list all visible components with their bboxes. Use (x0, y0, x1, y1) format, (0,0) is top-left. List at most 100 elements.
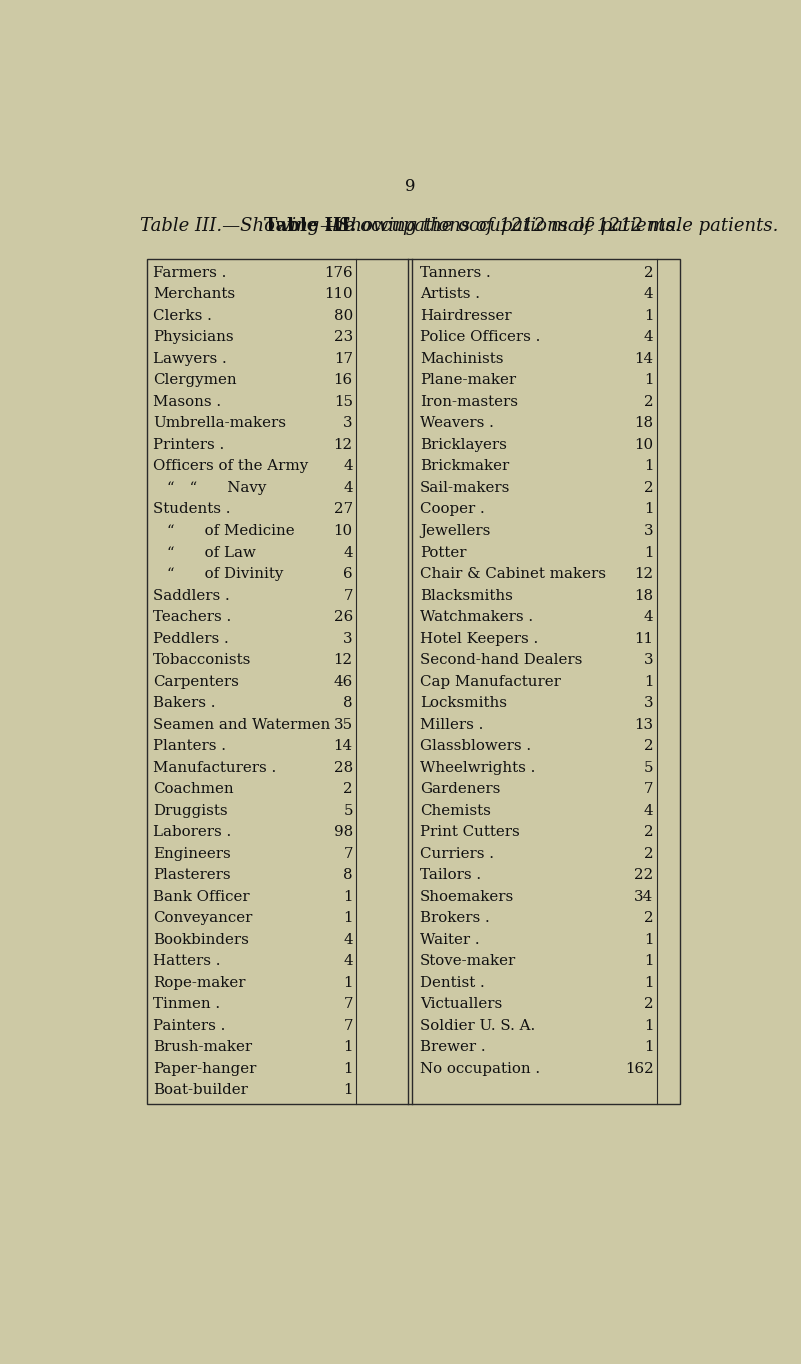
Text: Tinmen .: Tinmen . (153, 997, 220, 1011)
Text: Chair & Cabinet makers: Chair & Cabinet makers (421, 567, 606, 581)
Text: 22: 22 (634, 868, 654, 883)
Text: 1: 1 (644, 975, 654, 989)
Text: 34: 34 (634, 889, 654, 903)
Text: Peddlers .: Peddlers . (153, 632, 228, 645)
Text: Watchmakers .: Watchmakers . (421, 610, 533, 623)
Text: 27: 27 (334, 502, 352, 517)
Text: 1: 1 (344, 975, 352, 989)
Text: 2: 2 (343, 782, 352, 797)
Text: Officers of the Army: Officers of the Army (153, 460, 308, 473)
Text: 4: 4 (343, 933, 352, 947)
Text: Print Cutters: Print Cutters (421, 825, 520, 839)
Text: Printers .: Printers . (153, 438, 224, 451)
Text: 35: 35 (334, 717, 352, 731)
Text: Hotel Keepers .: Hotel Keepers . (421, 632, 538, 645)
Text: Brush-maker: Brush-maker (153, 1039, 252, 1054)
Text: Table III.—Showing the occupations of 1212 male patients.: Table III.—Showing the occupations of 12… (140, 217, 680, 235)
Text: 9: 9 (405, 179, 416, 195)
Text: 1: 1 (644, 374, 654, 387)
Text: 3: 3 (343, 632, 352, 645)
Text: Paper-hanger: Paper-hanger (153, 1061, 256, 1076)
Text: Physicians: Physicians (153, 330, 233, 345)
Text: 14: 14 (634, 352, 654, 366)
Text: Clergymen: Clergymen (153, 374, 236, 387)
Text: 12: 12 (634, 567, 654, 581)
Text: 13: 13 (634, 717, 654, 731)
Text: 6: 6 (343, 567, 352, 581)
Text: Stove-maker: Stove-maker (421, 953, 517, 968)
Text: 2: 2 (644, 911, 654, 925)
Text: Boat-builder: Boat-builder (153, 1083, 248, 1097)
Text: Gardeners: Gardeners (421, 782, 501, 797)
Text: 7: 7 (344, 1019, 352, 1033)
Text: Rope-maker: Rope-maker (153, 975, 245, 989)
Text: “  of Divinity: “ of Divinity (167, 567, 283, 581)
Text: 28: 28 (333, 761, 352, 775)
Text: 1: 1 (344, 911, 352, 925)
Text: 1: 1 (644, 933, 654, 947)
Text: Manufacturers .: Manufacturers . (153, 761, 276, 775)
Text: Cap Manufacturer: Cap Manufacturer (421, 675, 561, 689)
Text: Umbrella-makers: Umbrella-makers (153, 416, 286, 431)
Text: Masons .: Masons . (153, 396, 221, 409)
Text: Blacksmiths: Blacksmiths (421, 588, 513, 603)
Text: 7: 7 (344, 588, 352, 603)
Text: 1: 1 (644, 675, 654, 689)
Text: 5: 5 (644, 761, 654, 775)
Text: Potter: Potter (421, 546, 467, 559)
Text: Students .: Students . (153, 502, 231, 517)
Text: 1: 1 (644, 502, 654, 517)
Text: 2: 2 (644, 396, 654, 409)
Text: 1: 1 (644, 460, 654, 473)
Text: Coachmen: Coachmen (153, 782, 233, 797)
Text: 14: 14 (334, 739, 352, 753)
Text: 4: 4 (644, 330, 654, 345)
Text: 98: 98 (333, 825, 352, 839)
Text: 17: 17 (334, 352, 352, 366)
Text: “ “  Navy: “ “ Navy (167, 481, 266, 495)
Text: Hatters .: Hatters . (153, 953, 220, 968)
Text: 2: 2 (644, 481, 654, 495)
Bar (147, 259, 680, 1103)
Text: Millers .: Millers . (421, 717, 484, 731)
Text: Hairdresser: Hairdresser (421, 310, 512, 323)
Text: Engineers: Engineers (153, 847, 231, 861)
Text: Victuallers: Victuallers (421, 997, 502, 1011)
Text: 4: 4 (644, 803, 654, 817)
Text: 3: 3 (644, 653, 654, 667)
Text: Chemists: Chemists (421, 803, 491, 817)
Text: 1: 1 (344, 1083, 352, 1097)
Text: Police Officers .: Police Officers . (421, 330, 541, 345)
Text: 26: 26 (333, 610, 352, 623)
Text: 7: 7 (344, 997, 352, 1011)
Text: 4: 4 (343, 481, 352, 495)
Text: Dentist .: Dentist . (421, 975, 485, 989)
Text: 2: 2 (644, 266, 654, 280)
Text: Farmers .: Farmers . (153, 266, 226, 280)
Text: 110: 110 (324, 288, 352, 301)
Text: 4: 4 (644, 288, 654, 301)
Text: 18: 18 (634, 588, 654, 603)
Text: Bookbinders: Bookbinders (153, 933, 248, 947)
Text: Lawyers .: Lawyers . (153, 352, 227, 366)
Text: Bank Officer: Bank Officer (153, 889, 249, 903)
Text: Plane-maker: Plane-maker (421, 374, 517, 387)
Text: 46: 46 (333, 675, 352, 689)
Text: Second-hand Dealers: Second-hand Dealers (421, 653, 582, 667)
Text: Brokers .: Brokers . (421, 911, 490, 925)
Text: 8: 8 (343, 696, 352, 711)
Text: 7: 7 (344, 847, 352, 861)
Text: Teachers .: Teachers . (153, 610, 231, 623)
Text: Shoemakers: Shoemakers (421, 889, 514, 903)
Text: 2: 2 (644, 825, 654, 839)
Text: 5: 5 (344, 803, 352, 817)
Text: “  of Law: “ of Law (167, 546, 256, 559)
Text: 1: 1 (344, 1061, 352, 1076)
Text: Waiter .: Waiter . (421, 933, 480, 947)
Text: 12: 12 (334, 438, 352, 451)
Text: No occupation .: No occupation . (421, 1061, 541, 1076)
Text: 10: 10 (334, 524, 352, 537)
Text: 2: 2 (644, 997, 654, 1011)
Text: Glassblowers .: Glassblowers . (421, 739, 531, 753)
Text: Clerks .: Clerks . (153, 310, 211, 323)
